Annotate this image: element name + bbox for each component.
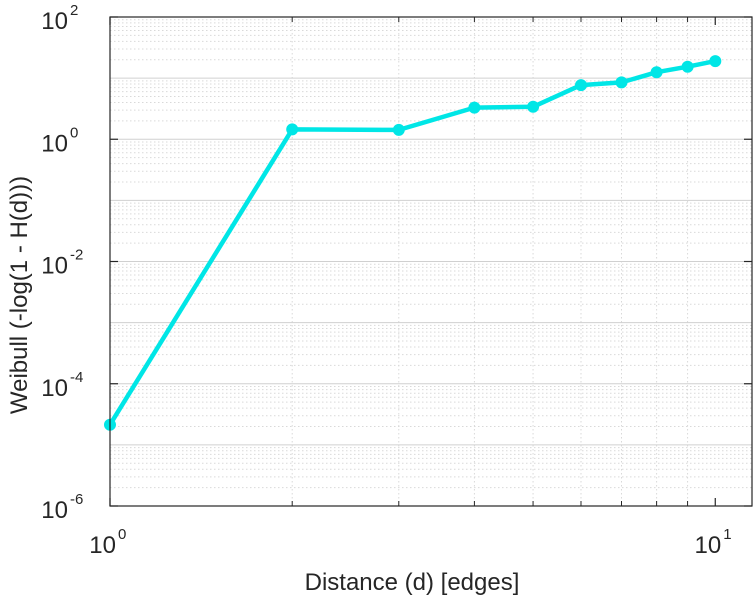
svg-text:10: 10	[41, 497, 68, 524]
x-tick-label: 10 1	[695, 526, 732, 559]
svg-text:1: 1	[723, 526, 731, 543]
svg-text:-2: -2	[70, 247, 83, 264]
svg-text:10: 10	[695, 532, 722, 559]
svg-text:10: 10	[41, 8, 68, 35]
svg-text:2: 2	[70, 2, 78, 19]
y-tick-label: 10 0	[41, 124, 78, 157]
svg-text:0: 0	[70, 124, 78, 141]
x-tick-label: 10 0	[89, 526, 126, 559]
data-point	[709, 55, 722, 68]
data-point	[286, 123, 299, 136]
svg-text:-4: -4	[70, 369, 83, 386]
data-point	[392, 123, 405, 136]
y-tick-label: 10 -4	[41, 369, 83, 402]
data-point	[681, 60, 694, 73]
svg-text:-6: -6	[70, 491, 83, 508]
svg-text:10: 10	[41, 375, 68, 402]
series-line	[108, 58, 716, 426]
svg-text:10: 10	[89, 532, 116, 559]
data-point	[527, 100, 540, 113]
svg-text:10: 10	[41, 130, 68, 157]
x-axis-label: Distance (d) [edges]	[305, 569, 520, 596]
tick-marks	[109, 16, 752, 507]
tick-labels: 10 0 10 110 210 010 -210 -410 -6	[41, 2, 731, 559]
y-axis-label: Weibull (-log(1 - H(d)))	[6, 176, 33, 414]
svg-text:0: 0	[118, 526, 126, 543]
data-point	[615, 76, 628, 89]
series-layer	[104, 55, 722, 431]
data-point	[650, 66, 663, 79]
y-tick-label: 10 -6	[41, 491, 83, 524]
svg-text:10: 10	[41, 253, 68, 280]
data-point	[575, 79, 587, 92]
y-tick-label: 10 -2	[41, 247, 83, 280]
data-point	[468, 101, 481, 114]
y-tick-label: 10 2	[41, 2, 78, 35]
